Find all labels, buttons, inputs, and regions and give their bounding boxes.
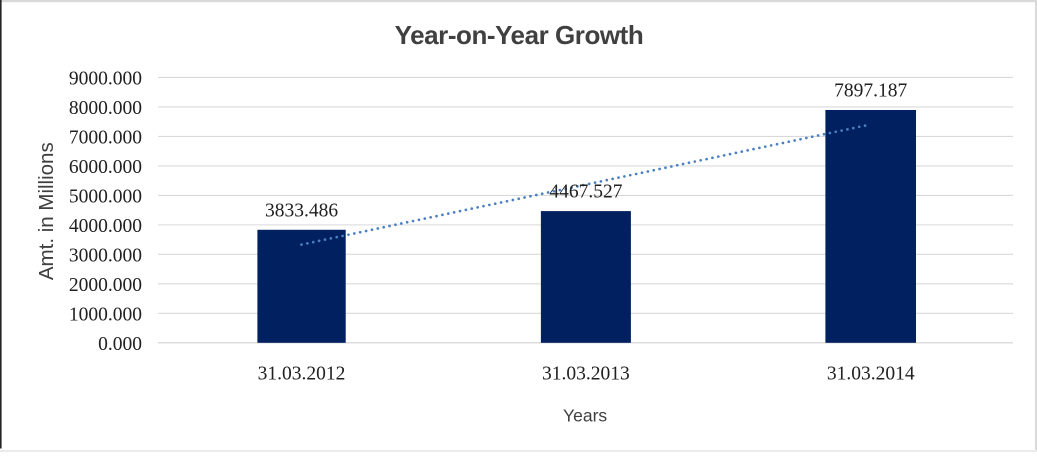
svg-text:Amt. in Millions: Amt. in Millions	[35, 142, 58, 280]
svg-text:3000.000: 3000.000	[69, 245, 142, 266]
svg-text:9000.000: 9000.000	[69, 68, 142, 89]
svg-text:2000.000: 2000.000	[69, 275, 142, 296]
svg-text:3833.486: 3833.486	[265, 200, 338, 221]
svg-text:31.03.2012: 31.03.2012	[258, 364, 346, 385]
svg-text:1000.000: 1000.000	[69, 304, 142, 325]
svg-text:7897.187: 7897.187	[834, 81, 907, 102]
svg-text:5000.000: 5000.000	[69, 186, 142, 207]
svg-text:Year-on-Year Growth: Year-on-Year Growth	[395, 20, 644, 50]
svg-text:4467.527: 4467.527	[549, 182, 622, 203]
svg-text:0.000: 0.000	[98, 334, 142, 355]
svg-text:6000.000: 6000.000	[69, 157, 142, 178]
svg-text:8000.000: 8000.000	[69, 98, 142, 119]
svg-text:7000.000: 7000.000	[69, 127, 142, 148]
svg-text:Years: Years	[563, 406, 607, 426]
svg-text:4000.000: 4000.000	[69, 216, 142, 237]
svg-text:31.03.2014: 31.03.2014	[827, 364, 915, 385]
svg-text:31.03.2013: 31.03.2013	[542, 364, 630, 385]
